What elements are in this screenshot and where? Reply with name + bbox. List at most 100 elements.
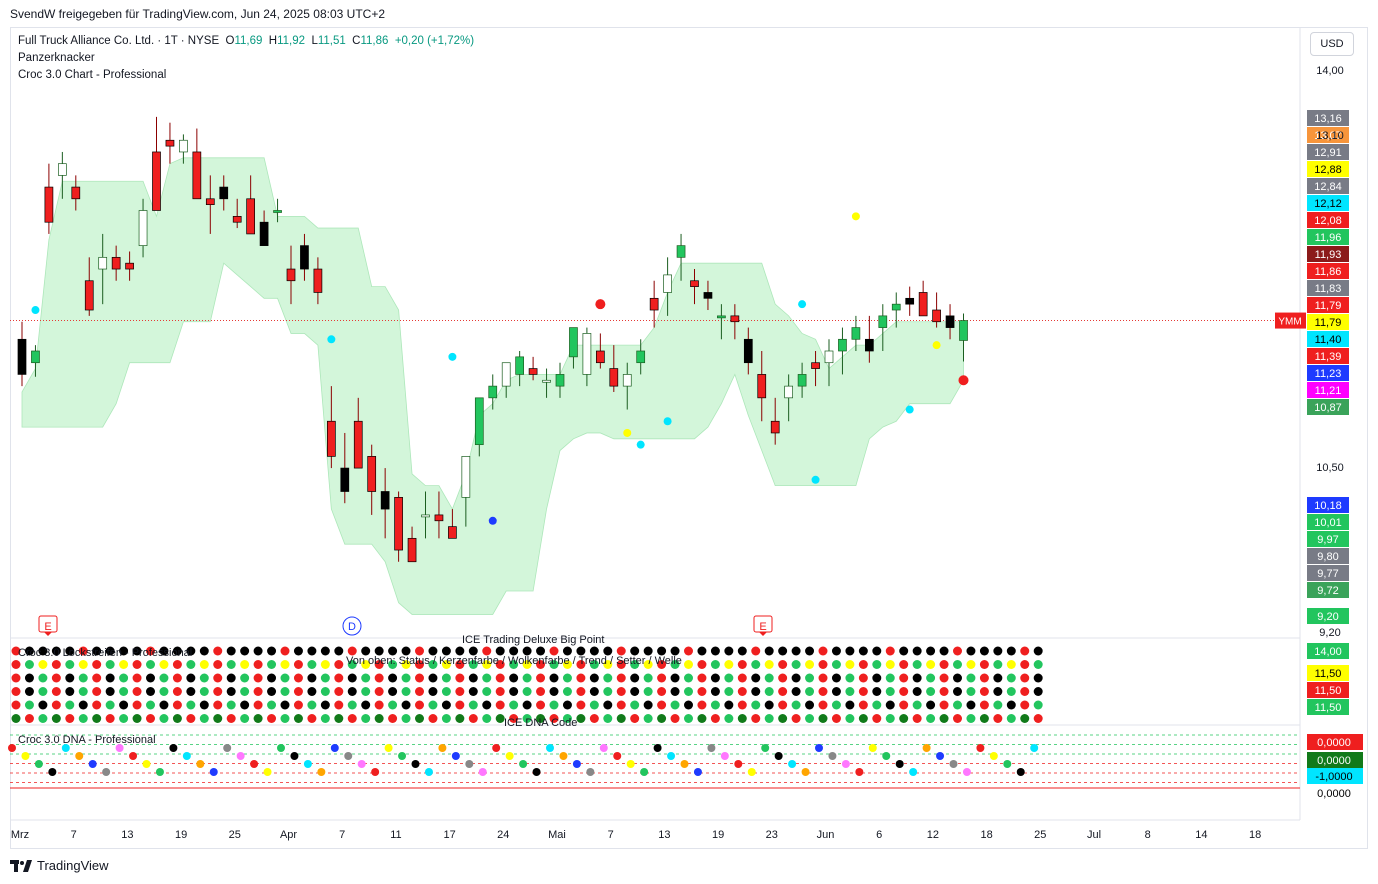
lock-strip-dot: [159, 714, 169, 723]
lock-strip-dot: [764, 660, 774, 669]
lock-strip-dot: [953, 687, 962, 696]
lock-strip-dot: [576, 646, 586, 656]
price-tag-bg: [1307, 399, 1349, 415]
lock-strip-dot: [536, 700, 546, 710]
pane3-subtitle[interactable]: Croc 3.0 DNA - Professional: [18, 734, 156, 746]
lock-strip-dot: [482, 673, 492, 683]
lock-strip-dot: [280, 700, 290, 710]
lock-strip-dot: [657, 687, 667, 696]
dna-dot: [155, 768, 164, 776]
price-tag-bg: [1307, 582, 1349, 598]
lock-strip-dot: [872, 700, 882, 710]
price-tag-label: 12,84: [1314, 181, 1342, 193]
pane2-axis-tag: [1307, 643, 1349, 659]
lock-strip-dot: [199, 673, 209, 683]
lock-strip-dot: [374, 646, 384, 656]
lock-strip-dot: [549, 714, 559, 723]
price-tag: 9,97: [1307, 531, 1349, 547]
dna-dot: [855, 768, 864, 776]
symbol-legend[interactable]: Full Truck Alliance Co. Ltd. · 1T · NYSE…: [18, 35, 474, 47]
dna-dot: [976, 744, 985, 752]
tradingview-footer[interactable]: TradingView: [10, 858, 109, 873]
lock-strip-dot: [119, 700, 129, 710]
price-tag-bg: [1307, 161, 1349, 177]
lock-strip-dot: [119, 687, 129, 696]
candle-body: [824, 350, 834, 364]
lock-strip-dot: [845, 700, 855, 710]
lock-strip-dot: [778, 700, 788, 710]
lock-strip-dot: [495, 700, 505, 710]
symbol-name[interactable]: Full Truck Alliance Co. Ltd. · 1T · NYSE: [18, 35, 220, 47]
dna-dot: [868, 744, 877, 752]
lock-strip-dot: [468, 714, 478, 723]
lock-strip-dot: [536, 714, 546, 723]
candle-body: [797, 374, 807, 387]
dna-dot: [438, 744, 447, 752]
lock-strip-dot: [280, 646, 290, 656]
lock-strip-dot: [764, 673, 774, 683]
candle-body: [542, 379, 551, 383]
lock-strip-dot: [751, 673, 761, 683]
price-tag-label: 11,86: [1315, 266, 1342, 278]
time-axis-label: 13: [658, 829, 670, 841]
lock-strip-dot: [226, 646, 236, 656]
signal-dot: [663, 417, 672, 426]
indicator-legend-1[interactable]: Panzerknacker: [18, 52, 95, 64]
lock-strip-dot: [388, 660, 398, 669]
lock-strip-dot: [724, 687, 734, 696]
lock-strip-dot: [993, 687, 1003, 696]
earnings-marker-label: E: [759, 621, 766, 633]
indicator-legend-2[interactable]: Croc 3.0 Chart - Professional: [18, 69, 167, 81]
lock-strip-dot: [78, 714, 88, 723]
lock-strip-dot: [347, 700, 357, 710]
lock-strip-dot: [885, 646, 895, 656]
candle-body: [461, 456, 471, 498]
dna-dot: [34, 760, 43, 768]
time-axis-label: 12: [927, 829, 939, 841]
lock-strip-dot: [697, 687, 707, 696]
lock-strip-dot: [737, 673, 747, 683]
lock-strip-dot: [267, 687, 277, 696]
candle-body: [367, 456, 377, 492]
lock-strip-dot: [267, 673, 277, 683]
dna-dot: [774, 752, 783, 760]
lock-strip-dot: [226, 687, 236, 696]
lock-strip-dot: [428, 700, 438, 710]
lock-strip-dot: [912, 673, 922, 683]
lock-strip-dot: [441, 660, 451, 669]
lock-strip-dot: [267, 660, 277, 669]
pane2-subtitle[interactable]: Croc 3.0 Lockstreifen - Professional: [18, 647, 193, 659]
lock-strip-dot: [347, 646, 357, 656]
price-tag: 12,08: [1307, 212, 1349, 228]
dna-dot: [75, 752, 84, 760]
lock-strip-dot: [791, 700, 801, 710]
lock-strip-dot: [11, 700, 21, 710]
pane3-axis-tag: [1307, 734, 1363, 750]
price-tag: 11,21: [1307, 382, 1349, 398]
lock-strip-dot: [966, 714, 976, 723]
price-tag-label: 11,39: [1315, 351, 1342, 363]
dna-dot: [344, 752, 353, 760]
time-axis-label: Mai: [548, 829, 566, 841]
lock-strip-dot: [872, 714, 882, 723]
lock-strip-dot: [11, 714, 21, 723]
close-value: 11,86: [360, 35, 389, 47]
lock-strip-dot: [979, 673, 989, 683]
lock-strip-dot: [885, 687, 895, 696]
lock-strip-dot: [684, 714, 693, 723]
lock-strip-dot: [670, 714, 680, 723]
lock-strip-dot: [589, 687, 599, 696]
lock-strip-dot: [146, 687, 155, 696]
lock-strip-dot: [132, 714, 142, 723]
currency-selector[interactable]: USD: [1310, 32, 1354, 56]
dna-dot: [102, 768, 111, 776]
low-value: 11,51: [317, 35, 346, 47]
lock-strip-dot: [78, 660, 88, 669]
lock-strip-dot: [38, 700, 48, 710]
lock-strip-dot: [482, 646, 492, 656]
earnings-marker-tip: [44, 632, 52, 636]
lock-strip-dot: [361, 673, 371, 683]
candle-body: [353, 420, 363, 469]
lock-strip-dot: [334, 700, 344, 710]
